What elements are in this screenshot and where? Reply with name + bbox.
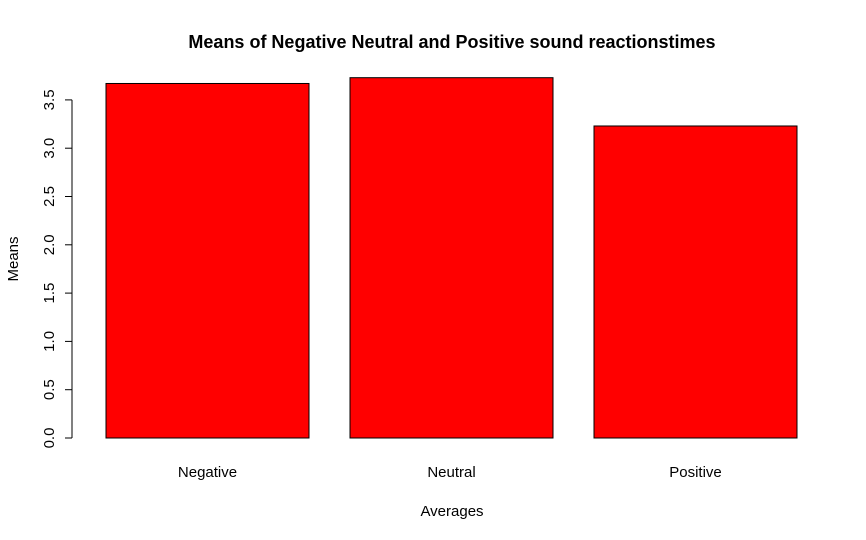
bars: [105, 77, 798, 439]
y-tick-label: 3.0: [41, 138, 58, 159]
chart-title: Means of Negative Neutral and Positive s…: [188, 32, 715, 52]
x-axis-label: Averages: [420, 503, 483, 520]
x-category-label: Positive: [669, 464, 722, 481]
y-tick-label: 0.5: [41, 379, 58, 400]
y-tick-label: 3.5: [41, 89, 58, 110]
x-axis-category-labels: Negative Neutral Positive: [178, 464, 722, 481]
y-tick-label: 0.0: [41, 428, 58, 449]
x-category-label: Negative: [178, 464, 237, 481]
bar-neutral: [349, 77, 554, 439]
y-axis: 0.0 0.5 1.0 1.5 2.0 2.5 3.0 3.5: [41, 89, 73, 449]
bar-negative: [105, 82, 310, 439]
y-tick-label: 1.5: [41, 283, 58, 304]
y-tick-label: 1.0: [41, 331, 58, 352]
y-axis-label: Means: [5, 236, 22, 281]
y-tick-label: 2.0: [41, 234, 58, 255]
x-category-label: Neutral: [427, 464, 475, 481]
y-tick-label: 2.5: [41, 186, 58, 207]
bar-positive: [593, 125, 798, 439]
